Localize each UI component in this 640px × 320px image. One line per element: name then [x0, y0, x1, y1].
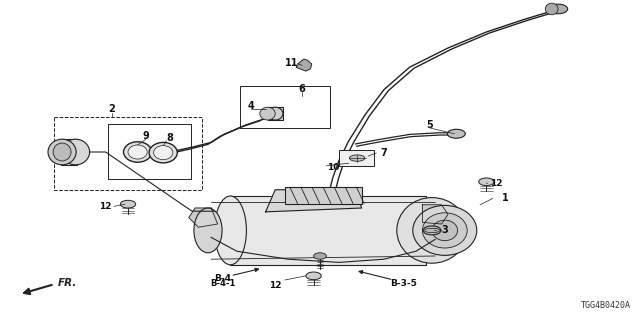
Text: 12: 12: [490, 179, 502, 188]
Bar: [61, 139, 77, 165]
Polygon shape: [266, 190, 362, 212]
Ellipse shape: [61, 139, 90, 165]
Text: 1: 1: [502, 193, 509, 204]
Text: 10: 10: [326, 163, 339, 172]
Ellipse shape: [128, 145, 147, 159]
Text: 12: 12: [99, 202, 112, 211]
Text: 4: 4: [248, 100, 254, 111]
Ellipse shape: [53, 143, 71, 161]
Ellipse shape: [413, 205, 477, 255]
Bar: [285, 187, 362, 204]
Ellipse shape: [154, 146, 173, 160]
Ellipse shape: [447, 129, 465, 138]
Ellipse shape: [397, 197, 467, 263]
Ellipse shape: [124, 142, 152, 162]
Ellipse shape: [268, 107, 283, 120]
Bar: [339, 150, 374, 166]
Bar: [268, 107, 283, 120]
Polygon shape: [296, 59, 312, 71]
Bar: [54, 117, 202, 190]
Text: 8: 8: [166, 132, 173, 143]
Text: 2: 2: [109, 104, 115, 115]
Text: 7: 7: [381, 148, 387, 158]
Text: FR.: FR.: [58, 278, 77, 288]
Text: 9: 9: [143, 131, 149, 141]
Ellipse shape: [306, 272, 321, 280]
Bar: [108, 124, 191, 179]
Text: 6: 6: [299, 84, 305, 94]
Ellipse shape: [422, 213, 467, 248]
Ellipse shape: [149, 142, 177, 163]
Ellipse shape: [548, 4, 568, 14]
Text: B-3-5: B-3-5: [390, 279, 417, 288]
Text: TGG4B0420A: TGG4B0420A: [580, 301, 630, 310]
Ellipse shape: [479, 178, 494, 186]
Text: B-4-1: B-4-1: [210, 279, 236, 288]
Text: 5: 5: [427, 120, 433, 130]
Ellipse shape: [432, 220, 458, 241]
Bar: [240, 86, 330, 128]
Ellipse shape: [423, 226, 441, 235]
Ellipse shape: [314, 253, 326, 259]
Text: B-4: B-4: [214, 274, 231, 283]
Ellipse shape: [545, 3, 558, 15]
Text: 12: 12: [269, 281, 282, 290]
Polygon shape: [189, 208, 218, 227]
Text: 3: 3: [442, 225, 448, 236]
Polygon shape: [422, 205, 448, 224]
Ellipse shape: [194, 208, 222, 253]
Bar: [230, 196, 426, 265]
Text: 11: 11: [284, 58, 298, 68]
Ellipse shape: [260, 107, 275, 120]
Ellipse shape: [214, 196, 246, 265]
Ellipse shape: [48, 139, 76, 165]
Ellipse shape: [349, 155, 365, 161]
Ellipse shape: [120, 200, 136, 208]
